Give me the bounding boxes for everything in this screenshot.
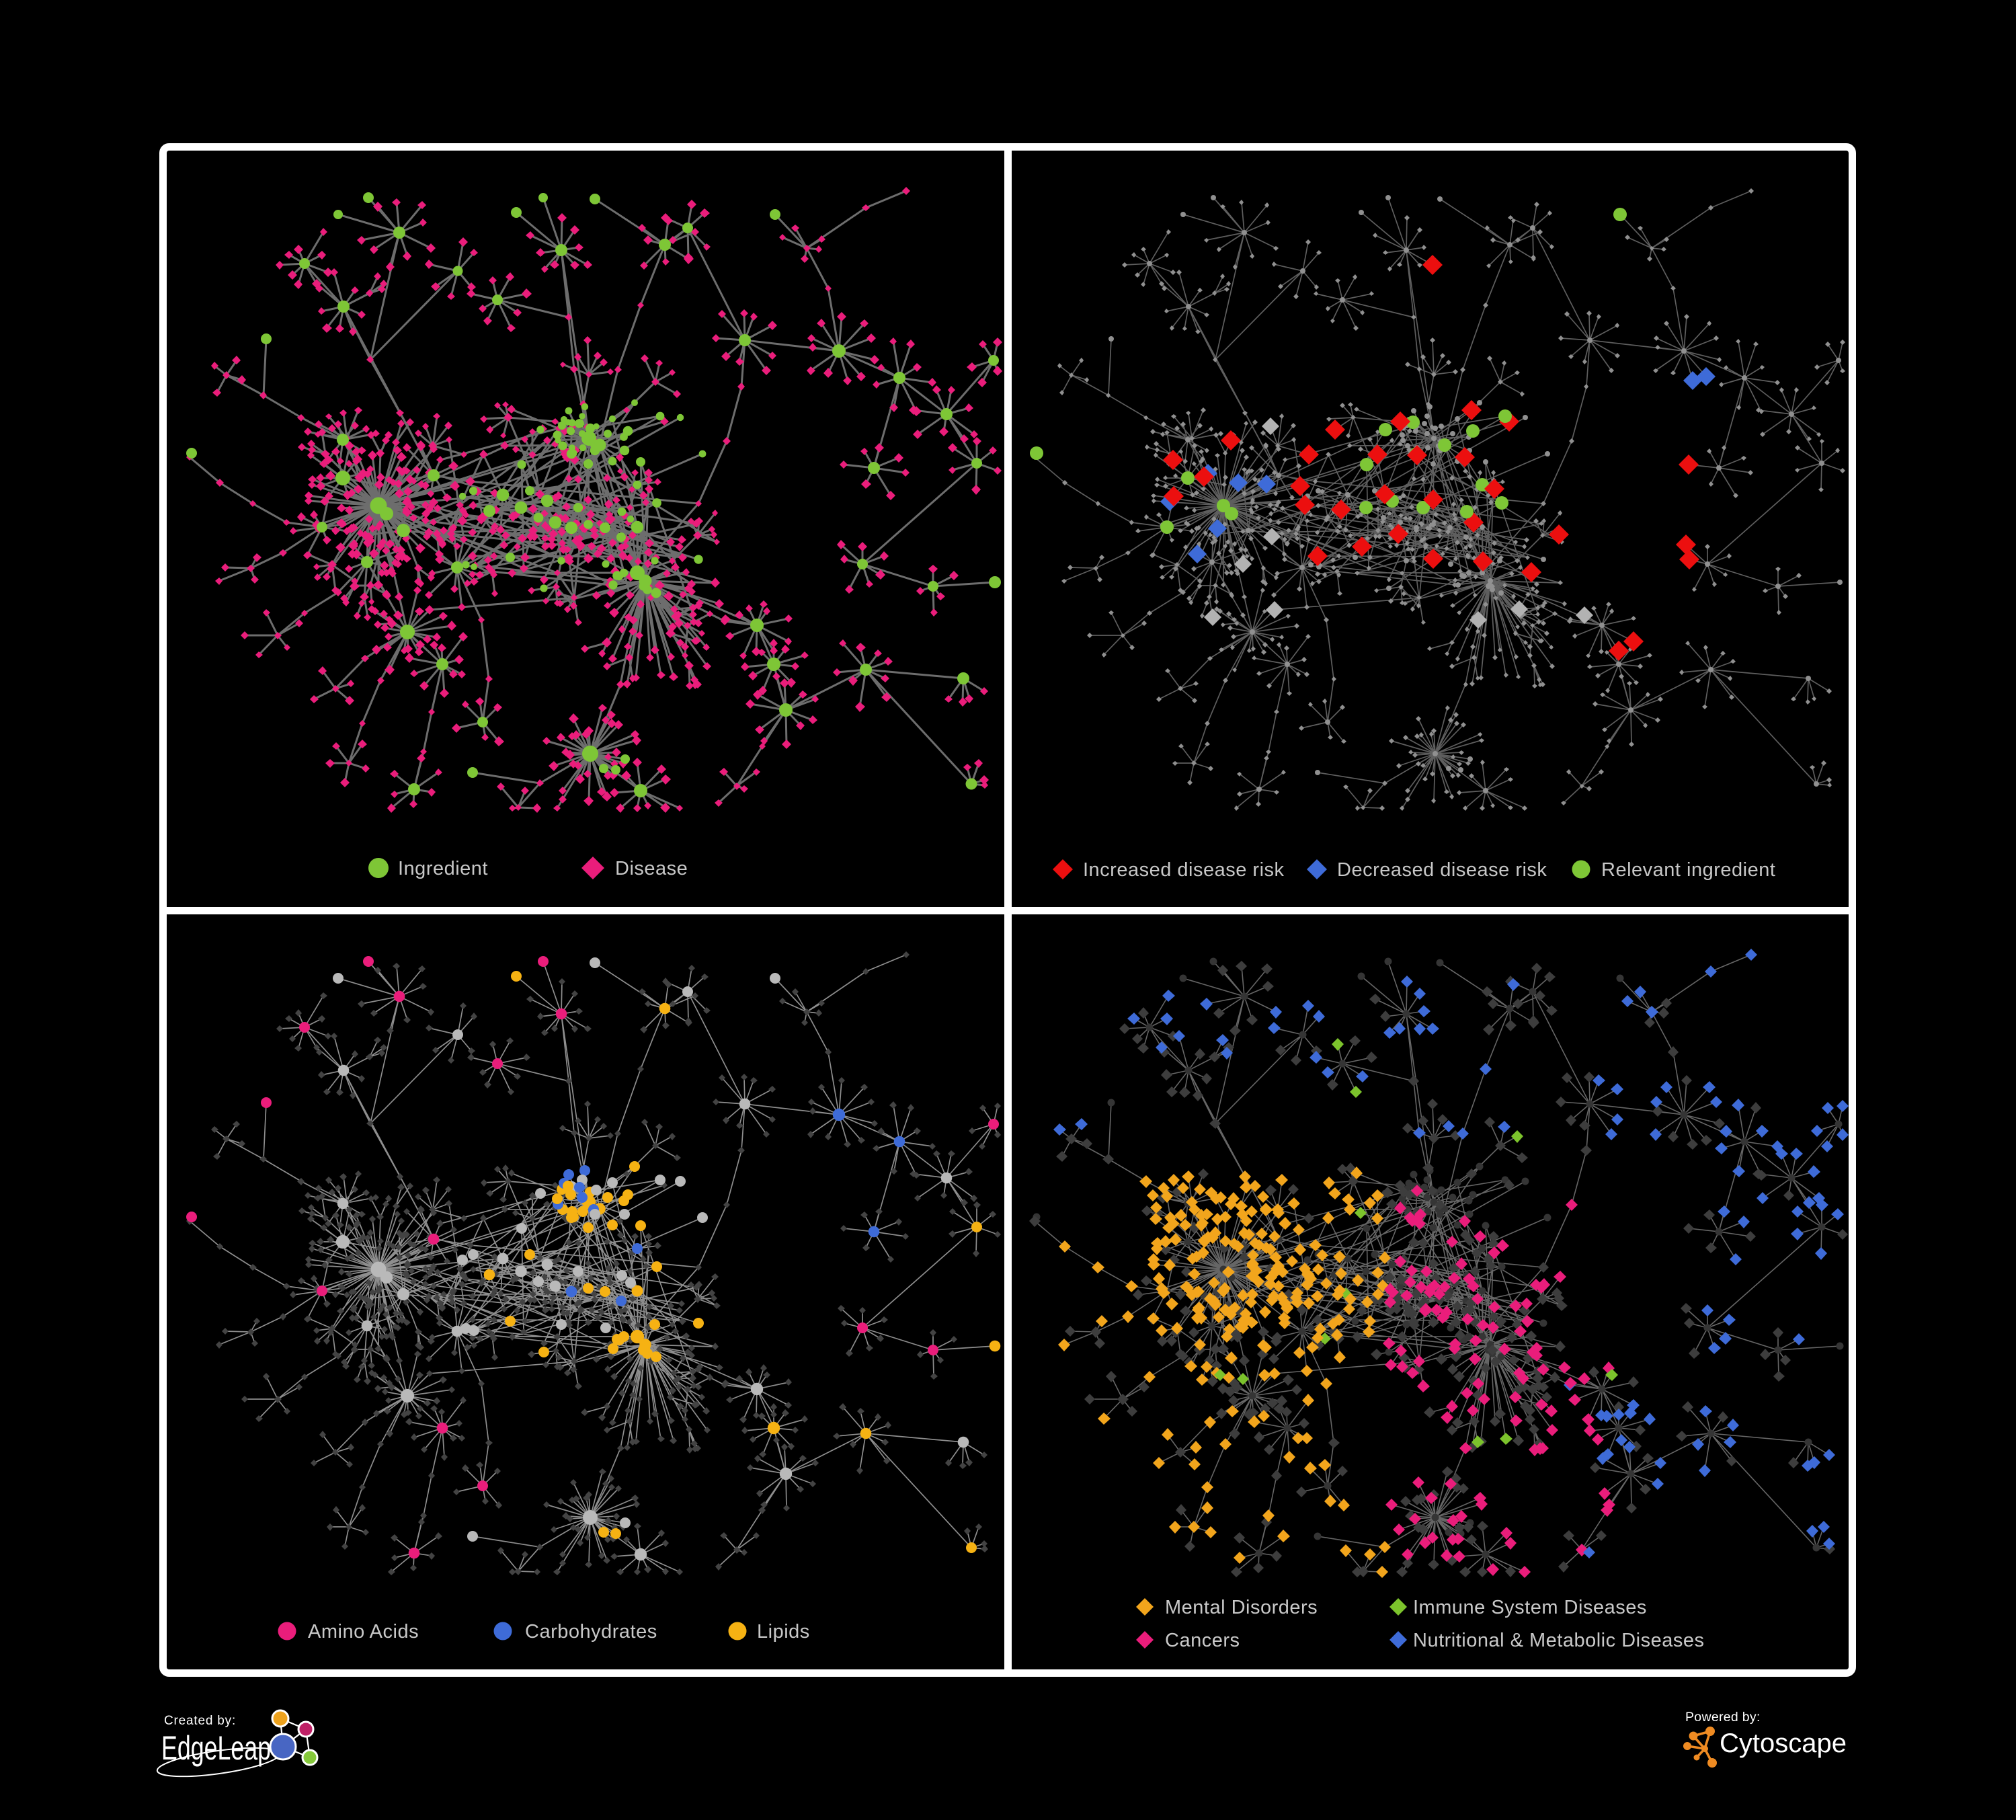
svg-text:Increased disease risk: Increased disease risk: [1083, 859, 1285, 881]
svg-text:Lipids: Lipids: [757, 1621, 810, 1643]
svg-text:EdgeLeap: EdgeLeap: [161, 1729, 271, 1767]
svg-text:Immune System Diseases: Immune System Diseases: [1413, 1597, 1647, 1618]
svg-text:Disease: Disease: [615, 858, 688, 879]
svg-text:Cytoscape: Cytoscape: [1720, 1729, 1847, 1758]
svg-text:Created by:: Created by:: [164, 1714, 236, 1728]
svg-text:Nutritional & Metabolic Diseas: Nutritional & Metabolic Diseases: [1413, 1630, 1704, 1651]
svg-text:Decreased disease risk: Decreased disease risk: [1337, 859, 1547, 881]
svg-text:Ingredient: Ingredient: [398, 858, 488, 879]
svg-text:Cancers: Cancers: [1165, 1630, 1240, 1651]
svg-text:Mental Disorders: Mental Disorders: [1165, 1597, 1318, 1618]
svg-text:Powered by:: Powered by:: [1685, 1710, 1761, 1725]
svg-text:Relevant ingredient: Relevant ingredient: [1601, 859, 1775, 881]
svg-text:Amino Acids: Amino Acids: [308, 1621, 419, 1643]
svg-text:Carbohydrates: Carbohydrates: [525, 1621, 657, 1643]
